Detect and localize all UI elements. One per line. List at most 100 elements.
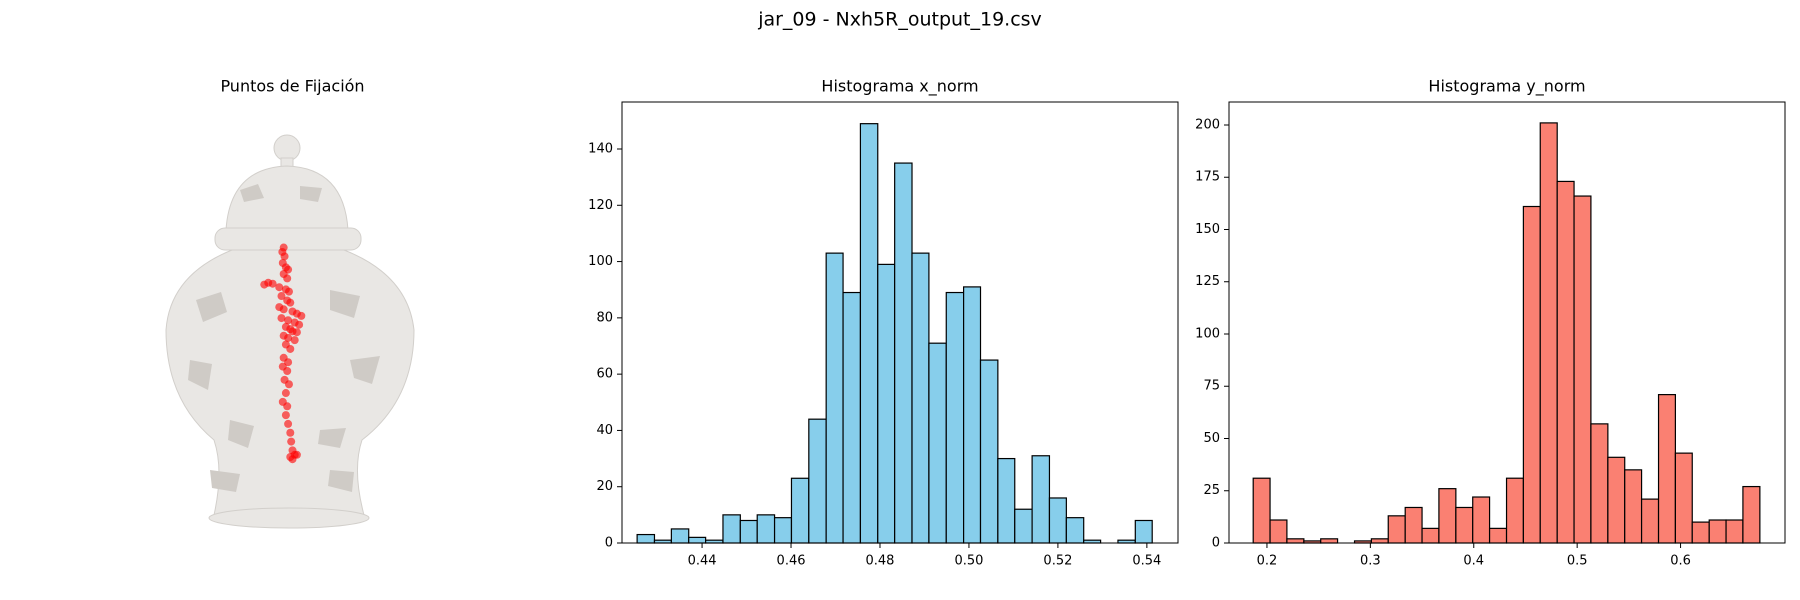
y-tick-label: 150	[1195, 222, 1220, 237]
point	[283, 402, 292, 411]
y-tick-label: 50	[1203, 431, 1220, 446]
point	[275, 283, 284, 292]
bar	[1320, 538, 1339, 544]
bar	[1404, 506, 1423, 544]
bar	[636, 533, 656, 544]
bar	[1742, 485, 1761, 544]
point	[286, 344, 295, 353]
bar	[1252, 477, 1271, 544]
bar	[1640, 498, 1660, 544]
bar	[1674, 452, 1693, 544]
bar	[739, 519, 758, 544]
y-tick-label: 80	[596, 310, 613, 325]
x-tick-label: 0.54	[1132, 554, 1161, 569]
point	[281, 411, 290, 420]
bar	[670, 528, 690, 544]
bar	[688, 536, 707, 544]
bar	[1590, 423, 1609, 544]
y-tick-label: 20	[596, 479, 613, 494]
bar	[825, 252, 844, 544]
bar	[1048, 497, 1067, 544]
point	[281, 389, 290, 398]
vase-image	[165, 134, 415, 529]
chart-title: Histograma y_norm	[1428, 77, 1585, 97]
point	[290, 336, 299, 345]
bar	[859, 123, 879, 544]
y-tick-label: 0	[605, 536, 613, 551]
axes-frame	[1228, 101, 1786, 544]
bar	[894, 162, 913, 544]
bar	[979, 359, 999, 544]
y-tick-label: 125	[1195, 274, 1220, 289]
point	[268, 279, 277, 288]
x-tick-label: 0.46	[777, 554, 806, 569]
x-tick-label: 0.44	[688, 554, 717, 569]
bar	[1031, 455, 1051, 544]
bar	[1014, 508, 1033, 544]
bar	[1065, 517, 1085, 544]
bar	[790, 477, 810, 544]
bar	[928, 342, 947, 544]
bar	[842, 291, 862, 544]
y-tick-label: 175	[1195, 170, 1220, 185]
bar	[1624, 469, 1643, 544]
bar	[1522, 205, 1541, 544]
bar	[1539, 122, 1558, 544]
point	[277, 292, 286, 301]
point	[286, 298, 295, 307]
point	[284, 358, 293, 367]
bar	[773, 517, 793, 544]
bar	[877, 263, 896, 544]
bar	[997, 457, 1016, 544]
bar	[1657, 394, 1676, 544]
bar	[963, 286, 982, 544]
bar	[1725, 519, 1744, 544]
bar	[1438, 488, 1457, 544]
y-tick-label: 25	[1203, 483, 1220, 498]
point	[283, 274, 292, 283]
point	[283, 367, 292, 376]
x-tick-label: 0.50	[954, 554, 983, 569]
x-tick-label: 0.6	[1670, 554, 1691, 569]
y-tick-label: 100	[1195, 326, 1220, 341]
bar	[722, 514, 741, 544]
bar	[756, 514, 776, 544]
point	[292, 328, 301, 337]
point	[280, 252, 289, 261]
bar	[1573, 195, 1592, 544]
y-tick-label: 75	[1203, 379, 1220, 394]
bar	[1370, 538, 1389, 544]
bar	[1421, 527, 1440, 544]
y-tick-label: 120	[588, 198, 613, 213]
y-tick-label: 100	[588, 254, 613, 269]
bar	[1556, 180, 1575, 544]
bar	[911, 252, 930, 544]
point	[297, 311, 306, 320]
point	[295, 320, 304, 329]
bar	[1387, 515, 1406, 544]
point	[288, 455, 297, 464]
bar	[1488, 527, 1508, 544]
y-tick-label: 60	[596, 367, 613, 382]
point	[284, 287, 293, 296]
x-tick-label: 0.4	[1463, 554, 1484, 569]
bar	[808, 418, 827, 544]
chart-title: Histograma x_norm	[821, 77, 978, 97]
y-tick-label: 40	[596, 423, 613, 438]
y-tick-label: 140	[588, 141, 613, 156]
point	[277, 314, 286, 323]
bar	[1708, 519, 1727, 544]
bar	[1455, 506, 1474, 544]
bar	[945, 291, 965, 544]
axes-frame	[621, 101, 1179, 544]
point	[284, 419, 293, 428]
x-tick-label: 0.52	[1043, 554, 1072, 569]
x-tick-label: 0.3	[1360, 554, 1381, 569]
bar	[1472, 496, 1491, 544]
x-tick-label: 0.2	[1257, 554, 1278, 569]
bar	[1134, 519, 1153, 544]
chart-title: Puntos de Fijación	[220, 77, 364, 96]
figure-title: jar_09 - Nxh5R_output_19.csv	[757, 9, 1042, 31]
